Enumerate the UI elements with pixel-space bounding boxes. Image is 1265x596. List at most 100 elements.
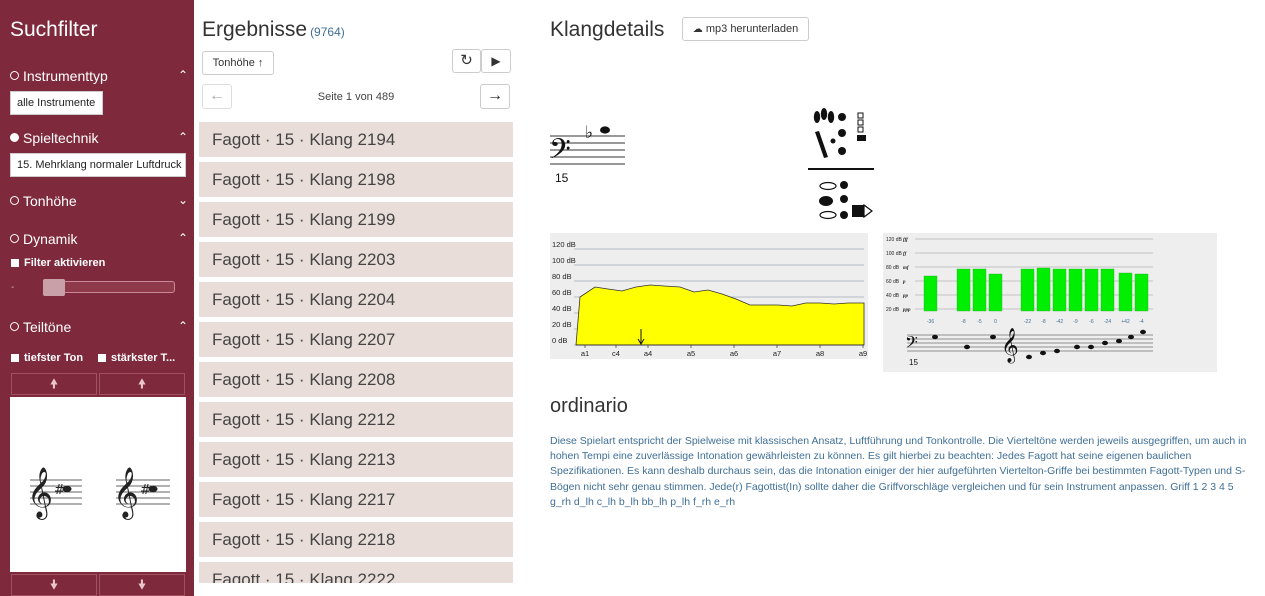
x-tick-label: a4 xyxy=(644,349,652,358)
play-button[interactable]: ▶ xyxy=(481,49,511,73)
y-tick-label: 80 dB xyxy=(886,265,900,271)
dynamic-mark-label: pp xyxy=(902,294,909,299)
result-item[interactable]: Fagott · 15 · Klang 2218 xyxy=(199,522,513,557)
results-count: (9764) xyxy=(310,25,345,39)
strongest-tone-checkbox[interactable]: stärkster T... xyxy=(98,352,175,364)
chevron-up-icon[interactable]: ⌃ xyxy=(177,68,188,82)
arrow-up-icon: 🠝 xyxy=(49,376,59,391)
arrow-up-icon: 🠝 xyxy=(137,376,147,391)
x-tick-label: -22 xyxy=(1024,319,1031,325)
result-item[interactable]: Fagott · 15 · Klang 2208 xyxy=(199,362,513,397)
page-indicator: Seite 1 von 489 xyxy=(317,91,395,103)
inactive-dot-icon xyxy=(10,196,19,205)
slider-min-label: - xyxy=(11,282,15,293)
partials-staff-preview: 𝄞 𝄞 # # xyxy=(10,397,186,572)
spectrum-bar xyxy=(1068,268,1083,312)
cloud-download-icon: ☁ xyxy=(692,24,703,35)
result-item[interactable]: Fagott · 15 · Klang 2217 xyxy=(199,482,513,517)
arrow-left-icon: ← xyxy=(209,87,225,104)
section-dynamics-header[interactable]: Dynamik ⌃ xyxy=(10,231,188,249)
note-staff: 𝄢 ♭ 15 xyxy=(549,123,625,185)
dynamics-curve xyxy=(575,284,865,346)
lowest-down-button[interactable]: 🠟 xyxy=(11,574,97,596)
result-item[interactable]: Fagott · 15 · Klang 2203 xyxy=(199,242,513,277)
technique-select[interactable]: 15. Mehrklang normaler Luftdruck xyxy=(10,153,186,177)
technique-title: ordinario xyxy=(550,395,628,417)
section-partials-header[interactable]: Teiltöne ⌃ xyxy=(10,319,188,337)
x-tick-label: a5 xyxy=(687,349,695,358)
result-item[interactable]: Fagott · 15 · Klang 2204 xyxy=(199,282,513,317)
strongest-up-button[interactable]: 🠝 xyxy=(99,373,185,395)
chevron-up-icon[interactable]: ⌃ xyxy=(177,231,188,245)
details-title: Klangdetails xyxy=(550,18,665,41)
chevron-up-icon[interactable]: ⌃ xyxy=(177,319,188,333)
y-tick-label: 80 dB xyxy=(552,272,572,281)
checkbox-icon[interactable] xyxy=(11,354,19,362)
inactive-dot-icon xyxy=(10,71,19,80)
spectrum-bar xyxy=(988,273,1003,312)
x-tick-label: -36 xyxy=(927,319,934,325)
arrow-down-icon: 🠟 xyxy=(49,577,59,592)
section-pitch-header[interactable]: Tonhöhe ⌄ xyxy=(10,193,188,211)
checkbox-label: stärkster T... xyxy=(111,352,176,364)
x-tick-label: -9 xyxy=(1073,319,1078,325)
active-dot-icon xyxy=(10,133,19,142)
chevron-down-icon[interactable]: ⌄ xyxy=(177,193,188,207)
result-item[interactable]: Fagott · 15 · Klang 2194 xyxy=(199,122,513,157)
dynamic-mark-label: mf xyxy=(903,266,910,271)
lowest-tone-checkbox[interactable]: tiefster Ton xyxy=(11,352,83,364)
spectrum-bar xyxy=(1100,268,1115,312)
spectrum-bar xyxy=(1118,272,1133,312)
instrument-select[interactable]: alle Instrumente xyxy=(10,91,103,115)
spectrum-bar xyxy=(1020,268,1035,312)
result-item[interactable]: Fagott · 15 · Klang 2199 xyxy=(199,202,513,237)
sidebar-title: Suchfilter xyxy=(10,18,98,41)
y-tick-label: 0 dB xyxy=(552,336,567,345)
svg-text:#: # xyxy=(140,483,151,498)
technique-description: Diese Spielart entspricht der Spielweise… xyxy=(550,435,1247,508)
svg-text:𝄞: 𝄞 xyxy=(113,467,139,520)
y-tick-label: 20 dB xyxy=(886,307,900,313)
checkbox-icon[interactable] xyxy=(98,354,106,362)
section-label: Spieltechnik xyxy=(23,130,99,146)
reload-icon: ↻ xyxy=(460,52,473,69)
mp3-download-label: mp3 herunterladen xyxy=(705,23,799,35)
strongest-down-button[interactable]: 🠟 xyxy=(99,574,185,596)
x-tick-label: a6 xyxy=(730,349,738,358)
result-item[interactable]: Fagott · 15 · Klang 2207 xyxy=(199,322,513,357)
reload-button[interactable]: ↻ xyxy=(452,49,481,73)
mp3-download-button[interactable]: ☁ mp3 herunterladen xyxy=(682,17,809,41)
dynamic-mark-label: p xyxy=(902,280,906,285)
y-tick-label: 20 dB xyxy=(552,320,572,329)
result-item[interactable]: Fagott · 15 · Klang 2222 xyxy=(199,562,513,583)
result-item[interactable]: Fagott · 15 · Klang 2212 xyxy=(199,402,513,437)
next-page-button[interactable]: → xyxy=(480,84,510,109)
spectrum-bar xyxy=(1084,268,1099,312)
section-instrument-header[interactable]: Instrumenttyp ⌃ xyxy=(10,68,188,86)
filter-sidebar: Suchfilter Instrumenttyp ⌃ alle Instrume… xyxy=(0,0,194,596)
y-tick-label: 40 dB xyxy=(552,304,572,313)
dynamics-slider-thumb[interactable] xyxy=(43,279,65,296)
previous-page-button[interactable]: ← xyxy=(202,84,232,109)
dynamics-filter-checkbox[interactable]: Filter aktivieren xyxy=(11,257,105,269)
spectrum-bar xyxy=(956,268,971,312)
x-tick-label: -8 xyxy=(961,319,966,325)
x-tick-label: a1 xyxy=(581,349,589,358)
note-head-icon xyxy=(600,126,610,134)
dynamic-mark-label: ppp xyxy=(902,308,911,313)
x-tick-label: a9 xyxy=(859,349,867,358)
spectrum-bar xyxy=(923,275,938,312)
staff-notation-icon: 𝄞 𝄞 # # xyxy=(27,467,170,520)
results-heading: Ergebnisse (9764) xyxy=(202,18,345,42)
sort-pitch-button[interactable]: Tonhöhe ↑ xyxy=(202,51,274,75)
result-item[interactable]: Fagott · 15 · Klang 2213 xyxy=(199,442,513,477)
result-item[interactable]: Fagott · 15 · Klang 2198 xyxy=(199,162,513,197)
results-list[interactable]: Fagott · 15 · Klang 2194 Fagott · 15 · K… xyxy=(199,122,513,583)
y-tick-label: 120 dB xyxy=(886,237,903,243)
lowest-up-button[interactable]: 🠝 xyxy=(11,373,97,395)
section-technique-header[interactable]: Spieltechnik ⌃ xyxy=(10,130,188,148)
arrow-down-icon: 🠟 xyxy=(137,577,147,592)
chevron-up-icon[interactable]: ⌃ xyxy=(177,130,188,144)
checkbox-icon[interactable] xyxy=(11,259,19,267)
dynamic-mark-label: fff xyxy=(903,238,909,243)
